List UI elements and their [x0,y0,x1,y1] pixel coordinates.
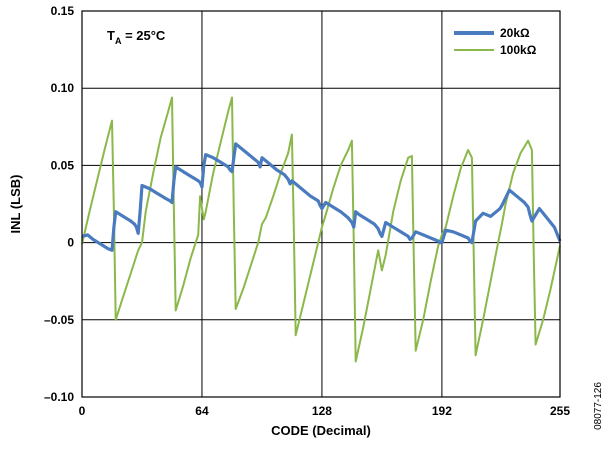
y-tick-label: 0 [67,236,74,250]
series-line-100k [81,96,561,363]
x-tick-label: 64 [195,404,209,418]
annotation-sub: A [115,36,122,46]
annotation-main: T [107,28,115,43]
series-line-20k [81,142,562,252]
y-tick-label: –0.05 [44,313,74,327]
x-axis-title: CODE (Decimal) [271,423,371,438]
x-tick-label: 0 [79,404,86,418]
legend-label-100k: 100kΩ [500,43,537,57]
x-tick-label: 255 [550,404,570,418]
y-tick-label: 0.05 [51,158,75,172]
x-tick-label: 192 [432,404,452,418]
series-lines [81,96,562,363]
legend-label-20k: 20kΩ [500,26,530,40]
temperature-annotation: TA = 25°C [107,28,166,46]
y-tick-label: –0.10 [44,390,74,404]
grid [82,11,560,397]
y-tick-label: 0.15 [51,4,75,18]
legend: 20kΩ 100kΩ [454,26,537,57]
plot-frame [81,10,561,398]
y-tick-label: 0.10 [51,81,75,95]
figure-id: 08077-126 [593,382,604,430]
svg-text:TA = 25°C: TA = 25°C [107,28,166,46]
annotation-rest: = 25°C [121,28,165,43]
tick-labels: 0 64 128 192 255 –0.10 –0.05 0 0.05 0.10 0.15 [44,4,570,418]
x-tick-label: 128 [312,404,332,418]
y-axis-title: INL (LSB) [8,175,23,234]
